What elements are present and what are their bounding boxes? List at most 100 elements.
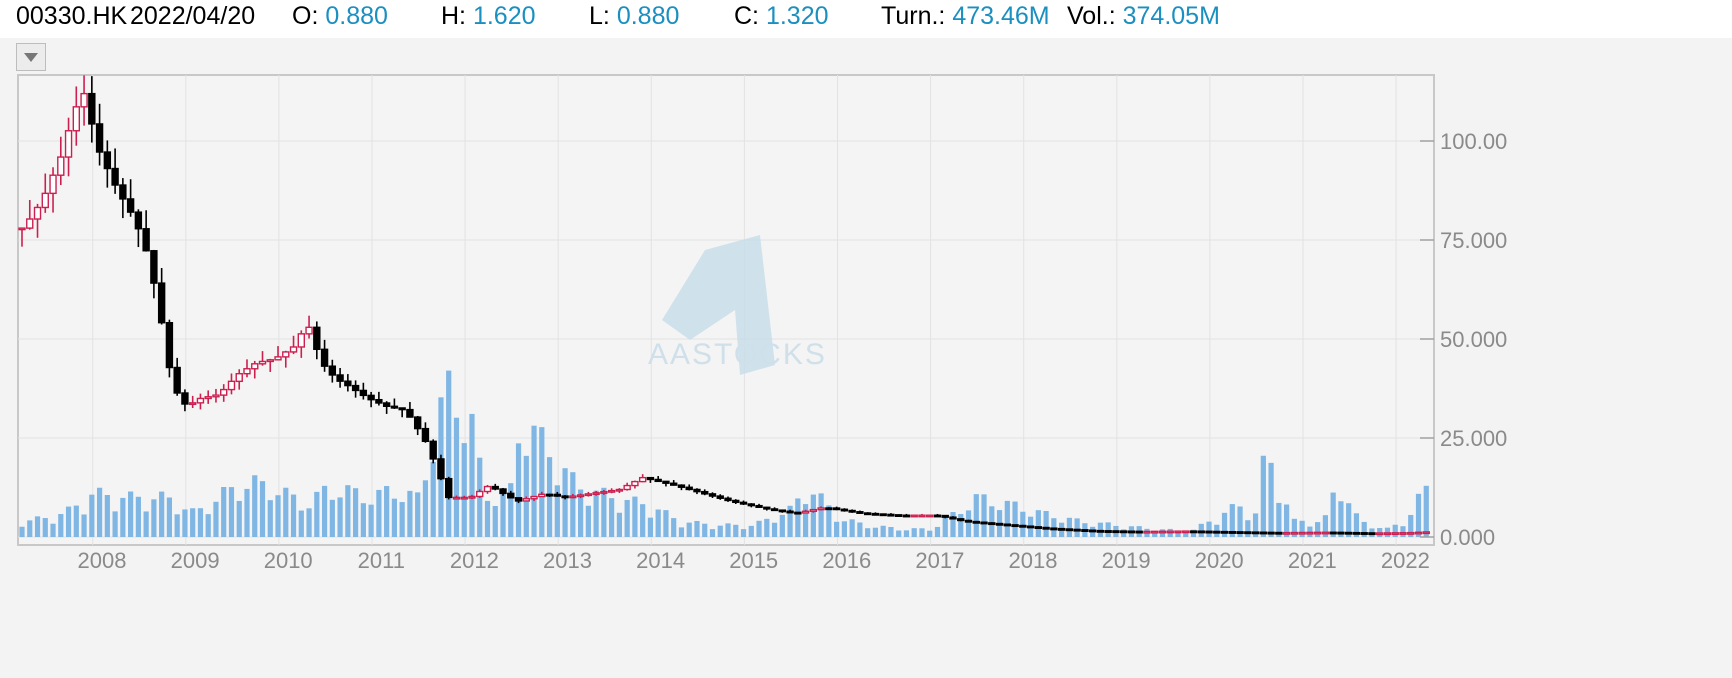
volume-bar [174, 514, 180, 537]
volume-bar [166, 497, 173, 537]
candle-body [739, 501, 748, 505]
volume-bar [221, 486, 227, 537]
candle-body [1391, 532, 1399, 536]
candle-body [344, 380, 352, 387]
candle-body [1042, 526, 1050, 530]
turnover-value: 473.46M [952, 2, 1050, 30]
chart-menu-button[interactable] [16, 43, 46, 71]
volume-bar [1315, 522, 1321, 537]
volume-bar [709, 529, 716, 537]
candle-body [328, 365, 337, 376]
candle-body [817, 507, 825, 511]
volume-bar [593, 490, 599, 537]
candle-body [1003, 523, 1012, 527]
candle-body [778, 509, 787, 513]
volume-bar [647, 517, 654, 537]
volume-bar [539, 427, 545, 537]
volume-bar [1035, 510, 1041, 537]
candle-body [615, 488, 624, 492]
volume-bar [27, 520, 33, 537]
candle-body [429, 440, 437, 460]
volume-bar [337, 497, 343, 537]
candle-body [227, 380, 236, 391]
candle-body [26, 218, 34, 229]
candle-body [173, 366, 181, 394]
candle-body [786, 510, 794, 514]
candle-body [421, 427, 430, 443]
volume-bar [345, 485, 351, 537]
volume-bar [461, 443, 467, 537]
volume-bar [725, 523, 731, 537]
candle-body [1112, 530, 1120, 534]
volume-bar [151, 499, 157, 537]
y-tick-label: 25.000 [1440, 426, 1507, 451]
volume-bar [492, 506, 498, 537]
candle-body [1119, 530, 1128, 534]
volume-bar [896, 530, 902, 537]
volume-bar [655, 509, 661, 537]
volume-bar [19, 526, 25, 537]
volume-bar [143, 511, 149, 537]
watermark-shape [662, 235, 775, 375]
volume-bar [1221, 512, 1228, 537]
volume-bar [818, 493, 824, 537]
candlesticks [18, 75, 1430, 536]
volume-bar [236, 500, 242, 537]
candle-body [1383, 532, 1392, 536]
volume-bar [1415, 493, 1422, 537]
candle-body [1182, 530, 1190, 534]
candle-body [452, 496, 461, 500]
volume-bar [96, 487, 103, 537]
volume-field: Vol.: 374.05M [1067, 2, 1220, 31]
volume-bar [702, 523, 708, 537]
candle-body [1337, 531, 1345, 535]
x-tick-label: 2021 [1288, 548, 1337, 573]
volume-bar [50, 523, 56, 537]
volume-bar [112, 511, 118, 537]
candle-body [732, 499, 740, 504]
volume-bar [484, 500, 491, 537]
volume-bar [686, 522, 692, 537]
candle-body [538, 493, 546, 498]
x-tick-label: 2008 [78, 548, 127, 573]
open-field: O: 0.880 [292, 2, 388, 31]
candle-body [701, 490, 709, 495]
watermark-text: AASTOCKS [648, 338, 827, 371]
candle-body [1073, 528, 1081, 532]
candle-body [863, 512, 872, 516]
volume-bar [430, 461, 436, 537]
volume-bar [841, 521, 847, 537]
volume-bar [290, 494, 297, 537]
x-tick-label: 2017 [915, 548, 964, 573]
volume-bar [1105, 522, 1111, 537]
candle-body [297, 333, 305, 348]
volume-bar [508, 483, 514, 537]
volume-bar [1245, 520, 1251, 537]
volume-bar [407, 490, 413, 537]
candle-body [545, 493, 554, 497]
candle-body [918, 514, 926, 518]
candle-body [879, 513, 887, 517]
candle-body [336, 374, 344, 382]
candle-body [1034, 526, 1043, 530]
volume-bar [182, 509, 188, 537]
candle-body [390, 405, 399, 409]
volume-bar [950, 512, 956, 537]
candle-body [367, 394, 375, 401]
volume-bar [1020, 511, 1026, 537]
candle-body [646, 476, 655, 481]
volume-bar [888, 527, 894, 537]
candle-body [662, 480, 670, 484]
candle-body [126, 198, 135, 213]
volume-bar [399, 502, 405, 537]
triangle-down-icon [24, 53, 38, 62]
candle-body [437, 458, 445, 480]
candle-body [413, 416, 422, 430]
candle-body [1026, 525, 1035, 529]
low-value: 0.880 [616, 2, 680, 30]
volume-bar [360, 503, 366, 537]
volume-bar [1322, 515, 1328, 537]
volume-bar [1183, 533, 1189, 537]
volume-bar [1229, 504, 1235, 537]
